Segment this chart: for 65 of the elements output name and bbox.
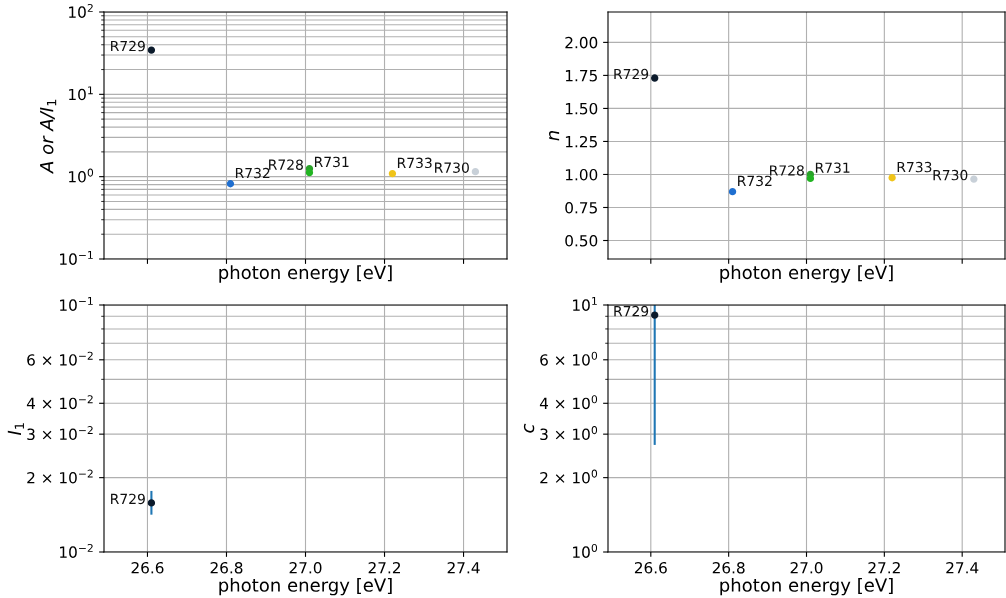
- y-tick-label: 0.50: [565, 234, 598, 247]
- y-tick-label: 10$^{1}$: [573, 297, 597, 311]
- point: [728, 187, 737, 196]
- x-axis-title: photon energy [eV]: [720, 265, 893, 283]
- point: [970, 175, 978, 183]
- x-axis-title: photon energy [eV]: [219, 577, 392, 596]
- y-tick-label: 10$^{−2}$: [60, 543, 93, 558]
- point: [651, 74, 659, 82]
- series-label: R733: [897, 161, 932, 173]
- x-axis-title: photon energy [eV]: [219, 265, 392, 283]
- point: [888, 174, 896, 182]
- y-tick-label: 2 × 10$^{0}$: [540, 469, 598, 484]
- y-axis-title: c: [523, 423, 535, 433]
- y-tick-label: 10$^{0}$: [573, 543, 598, 558]
- series-label: R729: [111, 40, 145, 52]
- series-label: R730: [435, 162, 469, 173]
- series-label: R731: [314, 156, 349, 168]
- y-tick-label: 10$^{−1}$: [60, 251, 93, 265]
- x-tick-label: 27.2: [368, 561, 400, 574]
- y-tick-label: 2.00: [565, 36, 598, 49]
- x-tick-label: 27.0: [790, 561, 823, 574]
- point: [388, 169, 397, 178]
- series-label: R728: [770, 165, 804, 176]
- y-tick-label: 10$^{1}$: [69, 86, 93, 101]
- series-label: R729: [111, 493, 145, 505]
- x-tick-label: 26.8: [210, 561, 243, 574]
- x-tick-label: 27.4: [946, 561, 979, 574]
- y-tick-label: 4 × 10$^{0}$: [539, 395, 598, 410]
- point: [305, 168, 314, 177]
- x-tick-label: 27.0: [289, 561, 322, 574]
- y-tick-label: 1.75: [565, 70, 597, 82]
- point: [806, 174, 815, 183]
- y-tick-label: 1.25: [565, 135, 597, 148]
- series-label: R731: [815, 162, 850, 173]
- y-tick-label: 4 × 10$^{−2}$: [26, 395, 93, 410]
- series-label: R732: [235, 167, 270, 179]
- x-tick-label: 27.2: [868, 561, 900, 574]
- y-tick-label: 2 × 10$^{−2}$: [27, 469, 93, 484]
- series-label: R732: [738, 175, 772, 187]
- point: [226, 180, 235, 188]
- series-label: R729: [614, 68, 649, 80]
- y-tick-label: 3 × 10$^{−2}$: [27, 426, 93, 441]
- x-tick-label: 26.8: [712, 561, 745, 574]
- series-label: R730: [933, 169, 968, 181]
- point: [147, 46, 156, 54]
- y-tick-label: 10$^{−1}$: [60, 297, 93, 311]
- y-tick-label: 6 × 10$^{−2}$: [27, 351, 93, 366]
- point: [471, 167, 480, 176]
- x-tick-label: 27.4: [447, 561, 480, 574]
- x-axis-title: photon energy [eV]: [720, 577, 893, 596]
- x-tick-label: 26.6: [634, 561, 667, 574]
- y-tick-label: 6 × 10$^{0}$: [540, 351, 598, 366]
- y-tick-label: 0.75: [565, 201, 597, 214]
- x-tick-label: 26.6: [131, 561, 164, 574]
- y-tick-label: 1.00: [565, 168, 598, 181]
- y-tick-label: 3 × 10$^{0}$: [540, 426, 598, 441]
- y-tick-label: 10$^{0}$: [69, 168, 94, 183]
- y-axis-title: I$_{1}$: [7, 423, 24, 436]
- y-axis-title: n: [549, 131, 560, 141]
- y-axis-title: A or A/I$_{1}$: [40, 99, 57, 174]
- series-label: R729: [614, 305, 649, 317]
- series-label: R728: [269, 159, 303, 170]
- y-tick-label: 10$^{2}$: [69, 3, 93, 18]
- series-label: R733: [397, 157, 432, 169]
- y-tick-label: 1.50: [565, 102, 598, 115]
